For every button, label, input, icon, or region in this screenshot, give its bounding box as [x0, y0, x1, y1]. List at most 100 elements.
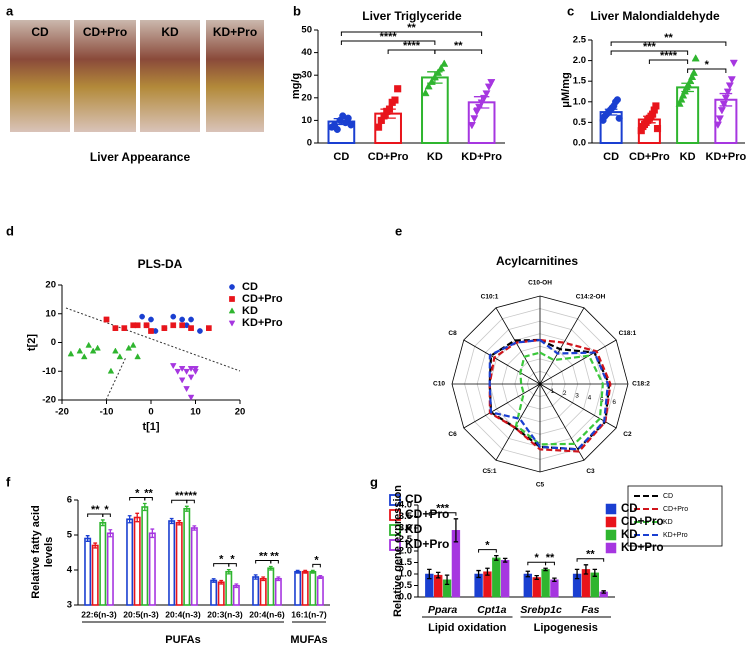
legend-marker: [229, 284, 235, 290]
error-bar: [295, 569, 300, 574]
error-bar: [552, 577, 557, 583]
significance-label: **: [407, 22, 416, 34]
x-tick-label: -10: [100, 407, 114, 418]
spoke: [539, 339, 617, 385]
significance-label: ***: [436, 503, 450, 515]
y-axis-label: Relative fatty acid: [30, 505, 42, 599]
error-bar: [534, 574, 539, 580]
x-tick-label: 20: [235, 407, 246, 418]
axis-label: C6: [448, 431, 457, 438]
significance-label: ***: [184, 490, 198, 502]
error-bar: [303, 569, 308, 574]
x-tick-label: KD: [427, 151, 443, 163]
photo-caption: Liver Appearance: [90, 150, 191, 164]
error-bar: [543, 567, 548, 572]
bar: [210, 579, 218, 606]
data-point: [121, 325, 128, 331]
legend-swatch: [389, 539, 401, 551]
x-tick-label: 0: [148, 407, 153, 418]
error-bar: [108, 529, 113, 538]
legend-swatch: [605, 542, 617, 554]
legend-swatch: [389, 509, 401, 521]
significance-bracket: [610, 50, 689, 55]
data-point: [717, 107, 726, 115]
significance-bracket: [270, 560, 279, 564]
significance-label: **: [259, 550, 268, 562]
x-tick-label: CD: [333, 151, 349, 163]
error-bar: [502, 557, 508, 563]
error-bar: [476, 569, 481, 579]
y-tick-label: 2.0: [573, 55, 586, 66]
bar: [91, 544, 99, 606]
axis-label: C10:1: [481, 293, 499, 300]
x-tick-label: -20: [55, 407, 69, 418]
significance-label: *: [104, 504, 109, 516]
data-point: [178, 366, 186, 373]
data-point: [440, 59, 449, 67]
significance-bracket: [478, 549, 497, 553]
x-tick-label: 20:4(n-3): [165, 609, 201, 619]
significance-label: ****: [403, 40, 421, 52]
data-point: [686, 76, 695, 85]
data-point: [183, 368, 190, 375]
data-point: [197, 328, 203, 334]
bar: [550, 579, 559, 598]
photo-label: CD: [31, 25, 49, 39]
data-point: [333, 125, 341, 133]
data-point: [143, 322, 150, 329]
data-point: [129, 341, 137, 348]
significance-label: *: [535, 552, 540, 564]
data-point: [192, 366, 199, 373]
error-bar: [310, 569, 315, 574]
data-point: [394, 85, 402, 93]
legend-marker: [228, 320, 236, 327]
x-tick-label: CD+Pro: [368, 151, 409, 163]
error-bar: [85, 535, 90, 542]
axis-label: C10-OH: [528, 280, 552, 287]
error-bar: [234, 583, 239, 589]
bar: [232, 584, 240, 606]
y-tick-label: 2.0: [399, 546, 412, 557]
bar: [541, 569, 550, 598]
y-tick-label: 3.5: [399, 511, 413, 522]
significance-label: **: [270, 550, 279, 562]
error-bar: [318, 574, 323, 580]
data-point: [652, 102, 660, 110]
legend-label: CD: [242, 281, 258, 293]
data-point: [170, 313, 177, 320]
x-tick-label: KD: [680, 151, 696, 163]
legend-label: CD+Pro: [621, 516, 664, 528]
error-bar: [494, 554, 499, 561]
significance-label: *: [705, 59, 710, 71]
panel-letter: d: [6, 223, 14, 238]
data-point: [107, 367, 115, 374]
y-tick-label: 0.5: [573, 117, 587, 128]
error-bar: [219, 579, 224, 585]
error-bar: [93, 542, 98, 549]
data-point: [112, 347, 119, 354]
y-tick-label: 20: [45, 280, 56, 291]
panel-letter: a: [6, 3, 14, 18]
error-bar: [485, 567, 490, 576]
photo: [10, 20, 70, 132]
spoke: [463, 383, 541, 429]
bar: [183, 507, 191, 606]
y-tick-label: 0.5: [399, 580, 413, 591]
x-tick-label: 20:3(n-3): [207, 609, 243, 619]
error-bar: [253, 574, 258, 580]
significance-bracket: [228, 563, 237, 567]
error-bar: [177, 520, 182, 526]
bar: [500, 559, 510, 598]
x-tick-label: KD+Pro: [706, 151, 747, 163]
bar: [676, 86, 700, 144]
axis-label: C5: [536, 482, 545, 489]
x-tick-label: Fas: [581, 604, 599, 616]
legend-label: KD: [663, 519, 673, 526]
significance-bracket: [428, 512, 457, 516]
axis-label: C3: [586, 468, 595, 475]
bar: [316, 576, 324, 606]
legend-swatch: [389, 494, 401, 506]
panel-letter: e: [395, 223, 402, 238]
axis-label: C2: [623, 431, 632, 438]
